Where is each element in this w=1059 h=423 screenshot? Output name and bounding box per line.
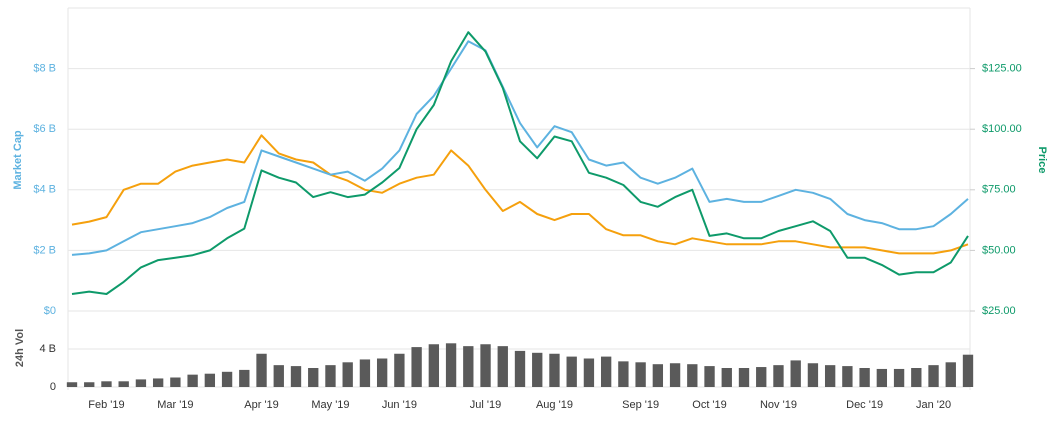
x-tick-label: Jun '19 <box>382 399 417 411</box>
volume-bar <box>101 381 112 387</box>
volume-bar <box>411 347 422 387</box>
volume-bar <box>876 368 888 387</box>
volume-bar <box>394 353 405 387</box>
x-tick-label: Dec '19 <box>846 399 883 411</box>
volume-bar <box>824 365 836 387</box>
volume-bar <box>376 358 388 387</box>
volume-bar <box>187 374 198 387</box>
x-tick-label: May '19 <box>311 399 349 411</box>
volume-tick-label: 0 <box>50 381 56 393</box>
y-axis-title: Market Cap <box>12 130 24 190</box>
volume-bar <box>738 368 750 387</box>
volume-bar <box>463 346 474 387</box>
x-tick-label: Feb '19 <box>88 399 124 411</box>
volume-bar <box>721 368 732 387</box>
volume-bar <box>790 360 801 387</box>
volume-bar <box>66 382 78 387</box>
volume-bar <box>549 353 560 387</box>
volume-bar <box>600 356 612 387</box>
y-tick-label: $0 <box>44 305 56 317</box>
volume-bar <box>962 354 974 387</box>
x-tick-label: Sep '19 <box>622 399 659 411</box>
volume-bar <box>635 362 646 387</box>
volume-axis-title: 24h Vol <box>14 329 26 367</box>
volume-bar <box>532 352 543 387</box>
volume-bar <box>687 364 698 387</box>
y2-axis-title: Price <box>1036 147 1048 174</box>
line-series <box>71 40 969 256</box>
volume-bar <box>152 378 164 387</box>
volume-bar <box>239 369 250 387</box>
y2-tick-label: $75.00 <box>982 184 1016 196</box>
volume-bar <box>480 344 491 387</box>
y2-tick-label: $50.00 <box>982 244 1016 256</box>
volume-bar <box>221 371 233 387</box>
x-tick-label: Oct '19 <box>692 399 727 411</box>
line-series <box>71 31 969 295</box>
volume-bar <box>342 362 353 387</box>
x-tick-label: Jul '19 <box>470 399 501 411</box>
volume-bar <box>859 368 870 387</box>
volume-bar <box>583 358 595 387</box>
volume-bar <box>773 365 784 387</box>
volume-bar <box>497 346 508 387</box>
x-tick-label: Aug '19 <box>536 399 573 411</box>
volume-bar <box>756 367 767 387</box>
volume-bar <box>290 366 302 387</box>
y-tick-label: $8 B <box>33 63 56 75</box>
y2-tick-label: $25.00 <box>982 305 1016 317</box>
y-tick-label: $6 B <box>33 123 56 135</box>
y-tick-label: $4 B <box>33 184 56 196</box>
y2-tick-label: $100.00 <box>982 123 1022 135</box>
y2-tick-label: $125.00 <box>982 63 1022 75</box>
volume-bar <box>652 364 664 387</box>
volume-bar <box>256 353 267 387</box>
volume-bar <box>566 356 577 387</box>
x-tick-label: Jan '20 <box>916 399 951 411</box>
volume-bar <box>842 366 853 387</box>
volume-bar <box>308 368 319 387</box>
volume-bar <box>514 350 526 387</box>
volume-bar <box>84 382 95 387</box>
volume-bar <box>911 368 922 387</box>
volume-bar <box>325 365 336 387</box>
line-series <box>71 134 969 255</box>
volume-bar <box>359 359 371 387</box>
volume-bar <box>428 344 440 387</box>
volume-bar <box>118 381 129 387</box>
volume-bar <box>204 373 216 387</box>
x-tick-label: Mar '19 <box>157 399 193 411</box>
x-tick-label: Apr '19 <box>244 399 279 411</box>
volume-tick-label: 4 B <box>39 343 56 355</box>
volume-bar <box>170 377 181 387</box>
volume-bar <box>807 363 819 387</box>
y-tick-label: $2 B <box>33 244 56 256</box>
volume-bar <box>704 366 715 387</box>
volume-bar <box>135 379 147 387</box>
volume-bar <box>928 365 939 387</box>
volume-bar <box>618 361 629 387</box>
volume-bar <box>893 368 905 387</box>
volume-bar <box>945 362 956 387</box>
volume-bar <box>445 343 457 387</box>
volume-bar <box>273 365 284 387</box>
x-tick-label: Nov '19 <box>760 399 797 411</box>
volume-bar <box>669 363 681 387</box>
